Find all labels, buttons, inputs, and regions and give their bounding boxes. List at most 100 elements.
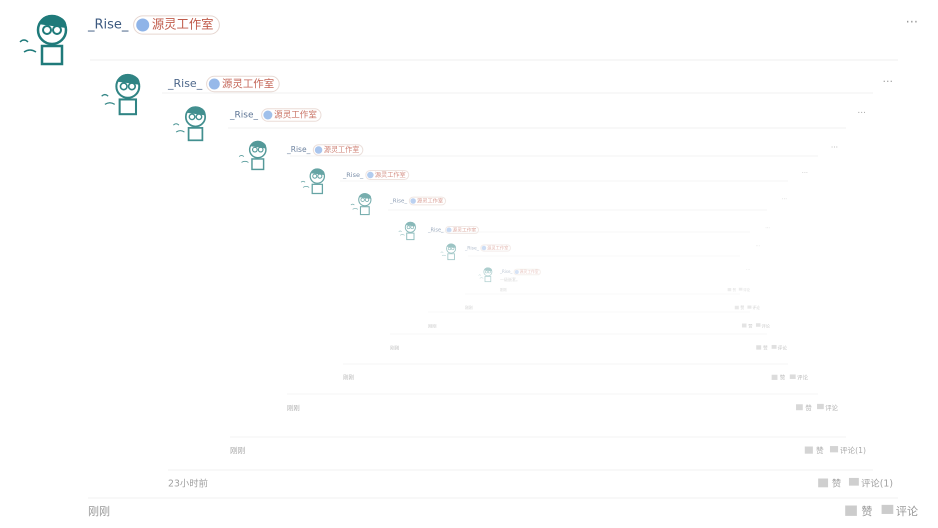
more-button[interactable]: ··· [831,143,838,152]
timestamp: 刚刚 [390,345,400,352]
reply-button[interactable]: 评论(1) [861,478,893,490]
avatar-hair [249,140,267,149]
avatar-eye [317,173,323,179]
avatar-scribble [238,155,249,163]
more-button[interactable]: ··· [857,109,866,119]
avatar[interactable] [350,193,372,216]
avatar-eye [188,113,196,121]
avatar-hair [405,221,416,227]
avatar-body [406,232,415,241]
badge-pill [445,226,480,234]
reply-icon [817,403,824,410]
avatar-eye [195,113,203,121]
username[interactable]: _Rise_ [87,18,129,33]
badge-icon [136,18,150,32]
avatar-hair [446,243,456,248]
like-button[interactable]: 赞 [816,445,824,455]
badge-icon [514,270,519,274]
like-icon [845,505,857,516]
avatar-hair [185,106,206,116]
like-icon [756,345,762,350]
more-button[interactable]: ··· [802,169,808,177]
avatar-eye [360,197,365,202]
badge-icon [410,198,416,204]
avatar[interactable] [300,168,326,195]
username[interactable]: _Rise_ [389,199,407,205]
username[interactable]: _Rise_ [167,77,203,90]
timestamp: 刚刚 [230,446,246,455]
reply-icon [881,504,894,514]
avatar-hair [358,193,372,199]
reply-button[interactable]: 评论 [825,403,838,412]
badge-pill [480,244,511,252]
reply-button[interactable]: 评论 [752,305,760,310]
more-button[interactable]: ··· [756,245,760,250]
like-button[interactable]: 赞 [861,505,872,518]
avatar-eye [364,197,370,202]
more-button[interactable]: ··· [906,16,918,31]
username[interactable]: _Rise_ [342,171,364,179]
timestamp: 刚刚 [88,505,110,518]
avatar[interactable] [19,14,68,66]
username[interactable]: _Rise_ [464,246,480,252]
username[interactable]: _Rise_ [286,145,311,154]
avatar[interactable] [478,267,493,283]
reply-button[interactable]: 评论 [761,323,770,330]
comment: _Rise_ 源灵工作室 ···刚刚 评论赞 [228,127,846,438]
badge-pill [408,196,447,206]
timestamp: 刚刚 [500,287,507,292]
like-icon [804,446,813,454]
like-button[interactable]: 赞 [733,287,737,292]
avatar[interactable] [440,243,457,261]
avatar-scribble [173,123,185,133]
badge-text: 源灵工作室 [487,245,509,252]
like-button[interactable]: 赞 [740,305,744,310]
reply-button[interactable]: 评论(1) [840,445,866,455]
avatar[interactable] [173,106,207,142]
avatar-body [40,44,64,66]
more-button[interactable]: ··· [883,75,894,88]
avatar-head [446,243,457,254]
avatar[interactable] [101,73,141,116]
timestamp: 刚刚 [343,374,355,382]
badge-icon [481,245,487,251]
like-icon [734,305,739,310]
reply-button[interactable]: 评论 [743,287,750,292]
avatar[interactable] [398,221,416,241]
avatar-eye [52,25,62,35]
badge-icon [446,227,452,233]
more-button[interactable]: ··· [782,197,787,203]
avatar-eye [119,82,128,91]
username[interactable]: _Rise_ [229,111,258,121]
reply-button[interactable]: 评论 [797,374,809,382]
more-button[interactable]: ··· [746,267,750,272]
avatar-body [359,206,370,216]
username[interactable]: _Rise_ [499,269,513,274]
like-button[interactable]: 赞 [763,345,768,352]
timestamp: 刚刚 [465,305,473,310]
timestamp: 刚刚 [428,323,437,330]
badge-pill [312,144,364,156]
avatar[interactable] [238,140,267,171]
avatar-hair [116,74,140,85]
like-button[interactable]: 赞 [780,374,786,382]
avatar-eye [406,225,411,230]
like-button[interactable]: 赞 [832,478,841,490]
reply-icon [829,446,839,453]
like-button[interactable]: 赞 [748,323,753,330]
avatar-scribble [440,251,447,256]
comment-text: 一级嵌套。 [500,276,520,282]
avatar-eye [484,270,488,274]
reply-icon [848,477,859,486]
avatar-eye [257,146,264,153]
reply-button[interactable]: 评论 [896,504,918,518]
badge-icon [314,146,323,154]
more-button[interactable]: ··· [765,226,770,232]
avatar-eye [447,246,452,251]
reply-button[interactable]: 评论 [778,345,788,352]
comment: _Rise_ 源灵工作室 ··· 一级嵌套。刚刚 评论 赞 [465,255,751,295]
badge-icon [263,110,273,120]
avatar-scribble [350,203,359,210]
like-button[interactable]: 赞 [805,403,812,412]
username[interactable]: _Rise_ [427,228,444,234]
